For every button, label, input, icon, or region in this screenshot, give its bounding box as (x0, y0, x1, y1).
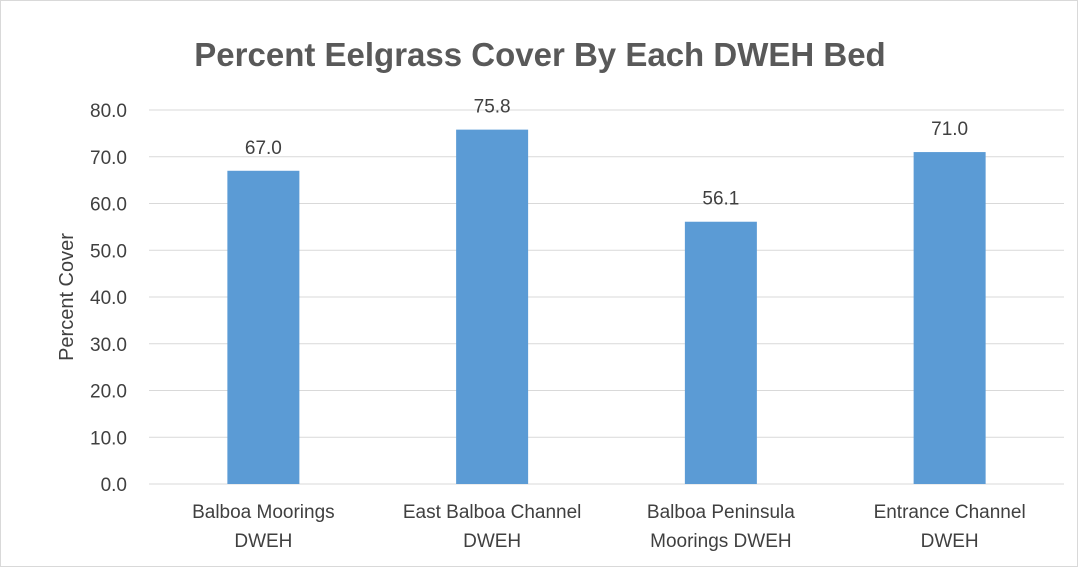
y-tick-label: 20.0 (90, 382, 127, 403)
bar (913, 152, 986, 484)
bar (227, 170, 300, 484)
data-label: 71.0 (931, 119, 968, 140)
category-label-line: DWEH (921, 531, 979, 552)
category-label: East Balboa Channel DWEH (403, 502, 582, 552)
chart-title: Percent Eelgrass Cover By Each DWEH Bed (194, 36, 885, 73)
y-tick-label: 50.0 (90, 241, 127, 262)
category-label-line: DWEH (463, 531, 521, 552)
bar (456, 129, 529, 484)
category-label: Balboa Moorings DWEH (192, 502, 335, 552)
category-label-line: Balboa Moorings (192, 502, 335, 523)
x-axis-categories: Balboa Moorings DWEH East Balboa Channel DW… (192, 502, 1026, 552)
gridlines (149, 109, 1064, 485)
data-label: 67.0 (245, 138, 282, 159)
category-label-line: Balboa Peninsula (647, 502, 795, 523)
category-label-line: DWEH (234, 531, 292, 552)
category-label: Balboa Peninsula Moorings DWEH (647, 502, 795, 552)
y-tick-label: 10.0 (90, 428, 127, 449)
bars (227, 129, 986, 485)
y-tick-label: 40.0 (90, 288, 127, 309)
y-axis-title: Percent Cover (56, 233, 78, 361)
y-tick-label: 30.0 (90, 335, 127, 356)
category-label: Entrance Channel DWEH (874, 502, 1026, 552)
y-tick-label: 80.0 (90, 101, 127, 122)
y-tick-label: 0.0 (101, 475, 127, 496)
data-label: 75.8 (474, 97, 511, 118)
bar (684, 221, 757, 485)
category-label-line: Moorings DWEH (650, 531, 791, 552)
y-tick-label: 60.0 (90, 195, 127, 216)
data-labels: 67.0 75.8 56.1 71.0 (245, 97, 968, 210)
category-label-line: East Balboa Channel (403, 502, 582, 523)
y-axis-ticks: 0.0 10.0 20.0 30.0 40.0 50.0 60.0 70.0 80.0 (90, 101, 127, 496)
y-tick-label: 70.0 (90, 148, 127, 169)
data-label: 56.1 (702, 189, 739, 210)
category-label-line: Entrance Channel (874, 502, 1026, 523)
